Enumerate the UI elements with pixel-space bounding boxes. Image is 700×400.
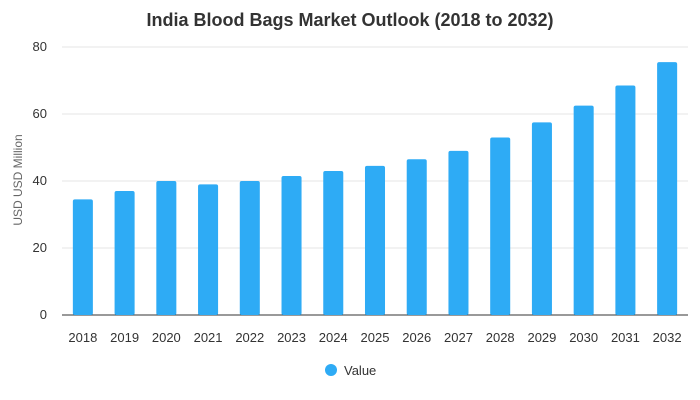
x-tick-label: 2020 bbox=[152, 330, 181, 345]
y-tick-label: 60 bbox=[33, 106, 47, 121]
bar-2032[interactable] bbox=[657, 62, 678, 316]
x-tick-label: 2022 bbox=[235, 330, 264, 345]
legend-label-value: Value bbox=[344, 363, 376, 378]
bar-2029[interactable] bbox=[531, 122, 552, 315]
x-tick-label: 2029 bbox=[527, 330, 556, 345]
y-tick-label: 20 bbox=[33, 240, 47, 255]
y-tick-label: 80 bbox=[33, 39, 47, 54]
x-tick-label: 2028 bbox=[486, 330, 515, 345]
y-tick-label: 0 bbox=[40, 307, 47, 322]
x-axis-ticks: 2018 2019 2020 2021 2022 2023 2024 2025 2026 2027… bbox=[68, 330, 681, 345]
x-tick-label: 2025 bbox=[361, 330, 390, 345]
bar-2026[interactable] bbox=[406, 159, 427, 315]
legend[interactable]: Value bbox=[325, 363, 376, 378]
chart-title: India Blood Bags Market Outlook (2018 to… bbox=[146, 10, 553, 30]
x-tick-label: 2018 bbox=[68, 330, 97, 345]
bar-2018[interactable] bbox=[72, 199, 93, 315]
x-tick-label: 2023 bbox=[277, 330, 306, 345]
x-tick-label: 2021 bbox=[194, 330, 223, 345]
x-tick-label: 2026 bbox=[402, 330, 431, 345]
bar-2028[interactable] bbox=[490, 137, 511, 315]
bar-2030[interactable] bbox=[573, 105, 594, 315]
x-tick-label: 2024 bbox=[319, 330, 348, 345]
bar-2024[interactable] bbox=[323, 170, 344, 315]
y-axis-label: USD USD Million bbox=[11, 134, 25, 225]
x-tick-label: 2030 bbox=[569, 330, 598, 345]
bar-2023[interactable] bbox=[281, 175, 302, 315]
bar-2022[interactable] bbox=[239, 181, 260, 315]
y-axis-ticks: 0 20 40 60 80 bbox=[33, 39, 47, 322]
bars bbox=[72, 62, 678, 316]
x-tick-label: 2032 bbox=[653, 330, 682, 345]
x-tick-label: 2019 bbox=[110, 330, 139, 345]
bar-2020[interactable] bbox=[156, 181, 177, 315]
y-tick-label: 40 bbox=[33, 173, 47, 188]
bar-2019[interactable] bbox=[114, 191, 135, 315]
x-tick-label: 2031 bbox=[611, 330, 640, 345]
bar-2027[interactable] bbox=[448, 150, 469, 315]
legend-swatch-value bbox=[325, 364, 337, 376]
bar-2031[interactable] bbox=[615, 85, 636, 316]
x-tick-label: 2027 bbox=[444, 330, 473, 345]
bar-2025[interactable] bbox=[364, 165, 386, 315]
bar-2021[interactable] bbox=[198, 184, 219, 315]
